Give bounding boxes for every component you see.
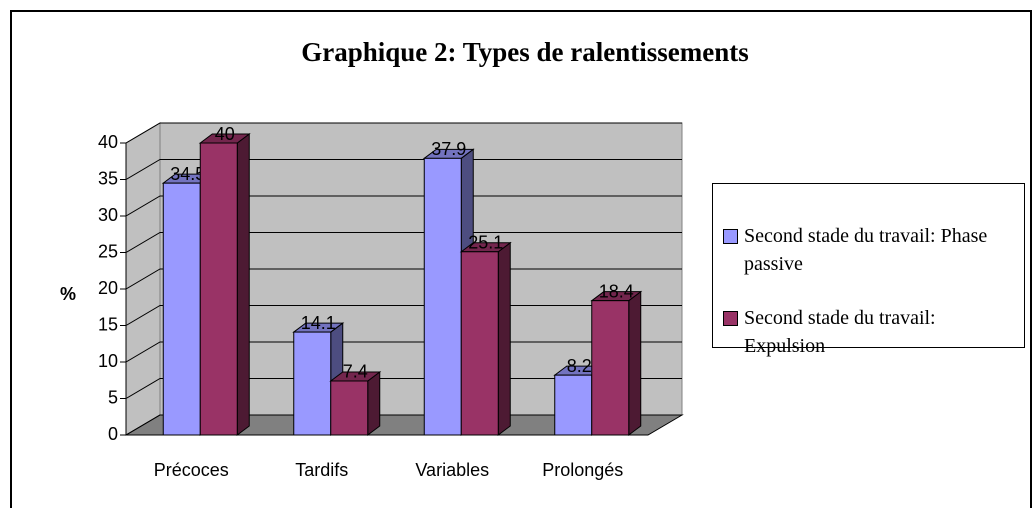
bar-side: [367, 370, 381, 436]
x-tick-label: Prolongés: [542, 460, 623, 480]
x-tick-label: Tardifs: [295, 460, 348, 480]
bar-side: [497, 241, 511, 436]
value-label: 8.2: [567, 356, 592, 376]
grid-line: [125, 195, 682, 217]
legend: Second stade du travail: Phase passive Se…: [712, 183, 1025, 357]
bar: [459, 241, 512, 436]
y-tick-label: 25: [98, 241, 118, 261]
y-axis-label: %: [60, 284, 76, 304]
y-tick-label: 0: [108, 424, 118, 444]
value-label: 34.5: [170, 164, 205, 184]
value-label: 37.9: [431, 139, 466, 159]
bar: [198, 133, 251, 436]
bar-front: [423, 157, 462, 436]
legend-label: Second stade du travail: Expulsion: [744, 307, 936, 357]
chart-title: Graphique 2: Types de ralentissements: [301, 37, 749, 67]
legend-swatch: [723, 311, 738, 326]
y-tick-label: 40: [98, 132, 118, 152]
bar-front: [330, 380, 369, 436]
grid-line: [125, 159, 682, 180]
y-tick-label: 20: [98, 278, 118, 298]
value-label: 7.4: [343, 362, 368, 382]
bar: [590, 290, 643, 436]
value-label: 40: [215, 124, 235, 144]
value-label: 25.1: [468, 233, 503, 253]
y-tick-label: 10: [98, 351, 118, 371]
y-tick-label: 15: [98, 314, 118, 334]
legend-label: Second stade du travail: Phase passive: [744, 225, 988, 275]
grid-line: [125, 122, 682, 144]
x-tick-label: Précoces: [154, 460, 229, 480]
bar-front: [162, 182, 201, 436]
y-tick-label: 35: [98, 168, 118, 188]
grid-line: [125, 232, 682, 253]
bar-side: [236, 133, 250, 436]
y-tick-label: 5: [108, 387, 118, 407]
legend-swatch: [723, 229, 738, 244]
x-tick-label: Variables: [415, 460, 489, 480]
bar: [329, 370, 382, 436]
value-label: 18.4: [599, 281, 634, 301]
value-label: 14.1: [301, 313, 336, 333]
bar-front: [199, 142, 238, 436]
bar-side: [628, 290, 642, 436]
y-tick-label: 30: [98, 205, 118, 225]
bar-front: [460, 251, 499, 436]
legend-entry: Second stade du travail: Expulsion: [723, 304, 1023, 360]
bar-front: [591, 300, 630, 436]
bar-front: [554, 374, 593, 436]
bar-front: [293, 331, 332, 436]
frame: [10, 10, 1032, 508]
legend-entry: Second stade du travail: Phase passive: [723, 222, 1023, 278]
